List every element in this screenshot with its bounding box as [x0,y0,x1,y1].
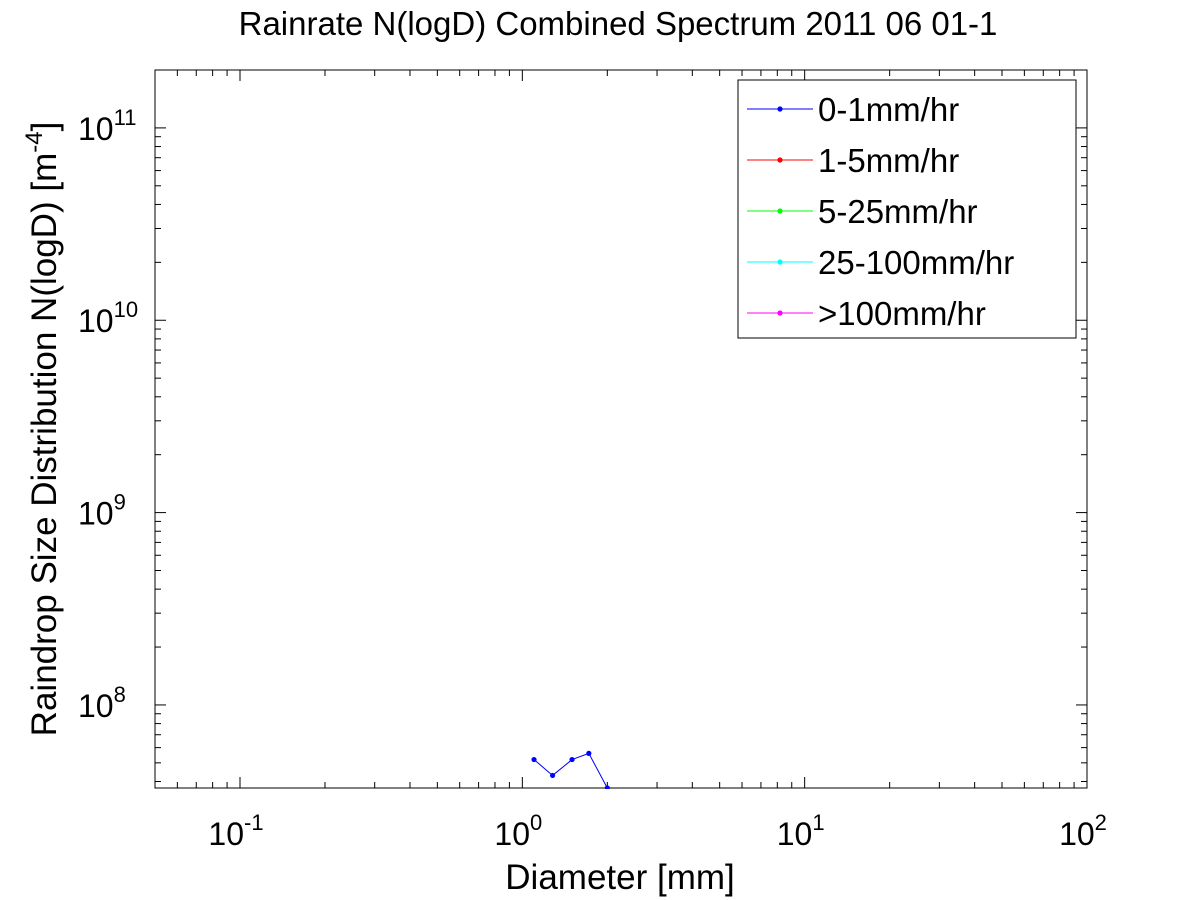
y-axis-label-close: ] [25,122,64,132]
legend: 0-1mm/hr 1-5mm/hr 5-25mm/hr 25-100mm/hr >100… [737,79,1077,339]
legend-marker [777,208,783,214]
y-tick-label: 1011 [78,105,136,147]
y-tick-label: 1010 [78,297,138,339]
legend-item: 1-5mm/hr [747,142,959,179]
y-axis-label-text: Raindrop Size Distribution N(logD) [m [25,153,64,737]
legend-item: 25-100mm/hr [747,244,1014,281]
chart-title: Rainrate N(logD) Combined Spectrum 2011 … [239,5,998,42]
x-tick-label: 100 [494,810,542,852]
legend-item: 5-25mm/hr [747,193,978,230]
data-point [549,772,556,779]
legend-label: 0-1mm/hr [818,91,959,128]
y-axis-ticks [155,69,1087,782]
y-tick-label: 108 [78,682,126,724]
x-tick-label: 101 [777,810,825,852]
legend-item: 0-1mm/hr [747,91,959,128]
series-group [531,750,610,789]
data-point [569,756,575,763]
data-point [531,756,537,763]
x-axis-tick-labels: 10-1 100 101 102 [208,810,1107,852]
y-axis-label: Raindrop Size Distribution N(logD) [m-4] [21,122,64,737]
legend-label: 5-25mm/hr [818,193,978,230]
data-point [586,750,592,756]
y-axis-label-superscript: -4 [21,131,48,152]
y-tick-label: 109 [78,490,126,532]
legend-marker [777,157,783,163]
data-point [604,785,610,789]
plot-area [531,750,610,789]
legend-marker [777,106,783,112]
y-axis-tick-labels: 108 109 1010 1011 [78,105,138,724]
legend-marker [777,310,783,316]
legend-marker [777,259,783,265]
x-axis-ticks [154,70,1088,788]
legend-box [737,79,1077,339]
legend-label: 25-100mm/hr [818,244,1014,281]
legend-label: 1-5mm/hr [818,142,959,179]
x-axis-label: Diameter [mm] [505,858,734,897]
legend-item: >100mm/hr [747,295,986,332]
legend-label: >100mm/hr [818,295,986,332]
x-tick-label: 102 [1059,810,1107,852]
x-tick-label: 10-1 [208,810,263,852]
